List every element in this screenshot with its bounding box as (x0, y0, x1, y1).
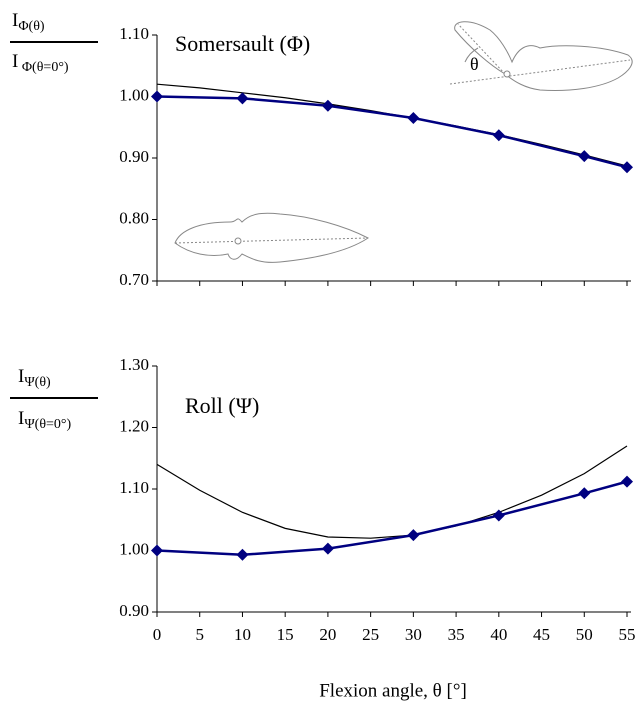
series-line (156, 83, 628, 167)
y-tick-label: 0.90 (119, 601, 149, 620)
marker (321, 542, 334, 555)
marker (621, 161, 633, 174)
x-tick-label: 55 (619, 625, 636, 644)
y-tick-label: 1.10 (119, 24, 149, 43)
y-label: IΨ(θ=0°) (18, 408, 72, 432)
y-label-main: I (18, 408, 24, 429)
y-label-main: I (12, 51, 18, 72)
y-tick-label: 1.10 (119, 478, 149, 497)
y-label-main: I (18, 366, 24, 387)
y-label-sub: Ψ(θ=0°) (24, 417, 71, 432)
x-tick-label: 10 (234, 625, 251, 644)
marker (407, 529, 420, 542)
marker (492, 129, 505, 142)
marker (492, 509, 505, 522)
y-label: I Φ(θ=0°) (12, 51, 69, 75)
series-line (156, 445, 628, 539)
inset-label: θ (470, 54, 479, 74)
y-label-sub: Ψ(θ) (24, 375, 51, 390)
x-tick-label: 5 (195, 625, 204, 644)
marker (321, 99, 334, 112)
marker (151, 544, 163, 557)
inset-straight (174, 212, 369, 263)
y-tick-label: 1.30 (119, 355, 149, 374)
x-tick-label: 25 (362, 625, 379, 644)
x-tick-label: 30 (405, 625, 422, 644)
y-tick-label: 0.80 (119, 208, 149, 227)
x-axis-label: Flexion angle, θ [°] (319, 680, 467, 701)
x-tick-label: 0 (153, 625, 162, 644)
y-label-sub: Φ(θ) (18, 19, 45, 34)
y-tick-label: 1.00 (119, 85, 149, 104)
y-tick-label: 1.00 (119, 539, 149, 558)
x-tick-label: 40 (490, 625, 507, 644)
series-line (156, 95, 628, 169)
x-tick-label: 50 (576, 625, 593, 644)
marker (236, 548, 249, 561)
y-tick-label: 0.70 (119, 270, 149, 289)
y-label-sub: Φ(θ=0°) (18, 60, 69, 75)
x-tick-label: 15 (277, 625, 294, 644)
inset-flexed (449, 21, 633, 91)
marker (151, 90, 163, 103)
annotation: Somersault (Φ) (175, 31, 310, 56)
x-tick-label: 35 (448, 625, 465, 644)
marker (407, 112, 420, 125)
y-tick-label: 0.90 (119, 147, 149, 166)
marker (236, 92, 249, 105)
x-tick-label: 20 (319, 625, 336, 644)
y-tick-label: 1.20 (119, 416, 149, 435)
y-label: IΦ(θ) (12, 10, 45, 34)
y-label-main: I (12, 10, 18, 31)
marker (578, 487, 591, 500)
annotation: Roll (Ψ) (185, 393, 259, 418)
marker (578, 150, 591, 163)
marker (621, 475, 633, 488)
series-line (156, 480, 628, 557)
x-tick-label: 45 (533, 625, 550, 644)
y-label: IΨ(θ) (18, 366, 51, 390)
